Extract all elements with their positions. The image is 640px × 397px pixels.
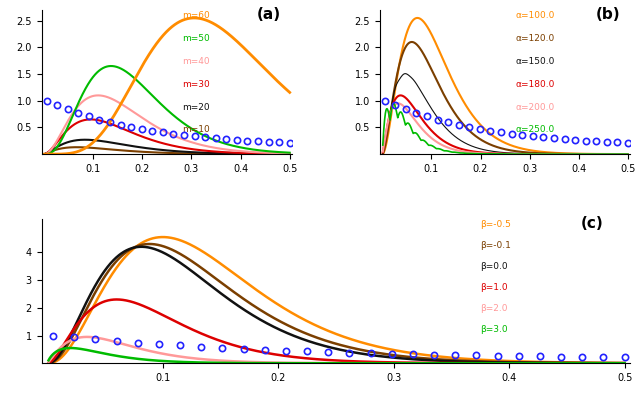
Text: α=200.0: α=200.0 — [515, 102, 554, 112]
Text: m=40: m=40 — [182, 57, 209, 66]
Text: m=20: m=20 — [182, 102, 209, 112]
Text: m=60: m=60 — [182, 12, 210, 20]
Text: (b): (b) — [595, 7, 620, 22]
Text: α=120.0: α=120.0 — [515, 34, 554, 43]
Text: α=100.0: α=100.0 — [515, 12, 554, 20]
Text: (c): (c) — [580, 216, 603, 231]
Text: m=30: m=30 — [182, 80, 210, 89]
Text: α=150.0: α=150.0 — [515, 57, 554, 66]
Text: m=50: m=50 — [182, 34, 210, 43]
Text: α=250.0: α=250.0 — [515, 125, 554, 134]
Text: β=-0.5: β=-0.5 — [480, 220, 511, 229]
Text: β=0.0: β=0.0 — [480, 262, 508, 271]
Text: (a): (a) — [257, 7, 281, 22]
Text: β=2.0: β=2.0 — [480, 304, 508, 313]
Text: m=10: m=10 — [182, 125, 210, 134]
Text: α=180.0: α=180.0 — [515, 80, 554, 89]
Text: β=-0.1: β=-0.1 — [480, 241, 511, 251]
Text: β=1.0: β=1.0 — [480, 283, 508, 292]
Text: β=3.0: β=3.0 — [480, 325, 508, 334]
